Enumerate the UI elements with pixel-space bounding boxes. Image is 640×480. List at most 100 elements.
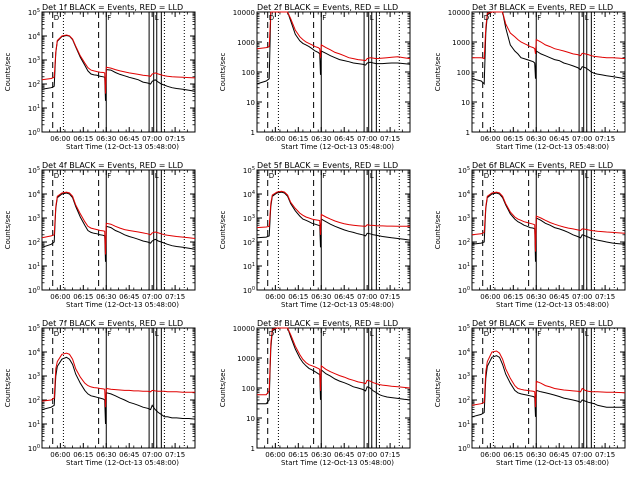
x-tick-label: 06:30 — [526, 135, 546, 143]
marker-label: F — [537, 14, 541, 22]
marker-label: D — [269, 172, 274, 180]
panel-title: Det 4f BLACK = Events, RED = LLD — [42, 161, 183, 170]
series-events-line — [257, 327, 411, 405]
series-lld-line — [472, 11, 626, 60]
panel-title: Det 3f BLACK = Events, RED = LLD — [472, 3, 613, 12]
x-axis-label: Start Time (12-Oct-13 05:48:00) — [281, 301, 394, 309]
x-tick-label: 07:15 — [595, 293, 615, 301]
x-tick-label: 07:00 — [572, 451, 592, 459]
x-tick-label: 07:15 — [380, 451, 400, 459]
marker-label: L — [370, 14, 374, 22]
x-tick-label: 06:00 — [480, 451, 500, 459]
y-tick-label: 104 — [243, 190, 255, 199]
series-events-line — [41, 34, 196, 101]
x-axis-label: Start Time (12-Oct-13 05:48:00) — [66, 301, 179, 309]
y-tick-label: 102 — [458, 238, 470, 247]
y-tick-label: 100 — [457, 69, 470, 77]
marker-label: D — [269, 330, 274, 338]
marker-label: L — [155, 330, 159, 338]
marker-label: F — [322, 14, 326, 22]
y-axis-label: Counts/sec — [219, 53, 227, 92]
marker-label: L — [370, 172, 374, 180]
x-tick-label: 06:00 — [50, 293, 70, 301]
y-tick-label: 101 — [28, 262, 40, 271]
y-tick-label: 10000 — [448, 9, 470, 17]
x-tick-label: 07:00 — [142, 135, 162, 143]
panel-title: Det 5f BLACK = Events, RED = LLD — [257, 161, 398, 170]
plot-frame — [471, 327, 626, 449]
y-tick-label: 101 — [28, 420, 40, 429]
y-tick-label: 104 — [28, 32, 40, 41]
y-tick-label: 1 — [251, 129, 255, 137]
panel-det-3f: 1 10 100 1000 10000 06:00 06:15 06:30 06:45 07:00… — [434, 3, 626, 151]
x-tick-label: 06:30 — [96, 135, 116, 143]
y-tick-label: 105 — [243, 166, 255, 175]
x-tick-label: 06:45 — [549, 451, 569, 459]
series-lld-line — [471, 350, 626, 408]
y-axis-label: Counts/sec — [219, 369, 227, 408]
y-tick-label: 1 — [251, 445, 255, 453]
marker-label: F — [322, 172, 326, 180]
series-events-line — [471, 11, 626, 86]
marker-label: D — [484, 14, 489, 22]
y-tick-label: 1 — [466, 129, 470, 137]
y-tick-label: 1000 — [237, 355, 255, 363]
x-tick-label: 07:00 — [142, 451, 162, 459]
x-tick-label: 07:15 — [165, 451, 185, 459]
y-tick-label: 100 — [243, 286, 255, 295]
marker-label: L — [370, 330, 374, 338]
y-tick-label: 10000 — [233, 325, 255, 333]
x-tick-label: 07:15 — [165, 293, 185, 301]
panel-title: Det 7f BLACK = Events, RED = LLD — [42, 319, 183, 328]
y-tick-label: 101 — [243, 262, 255, 271]
x-tick-label: 06:15 — [288, 293, 308, 301]
x-axis-label: Start Time (12-Oct-13 05:48:00) — [281, 459, 394, 467]
series-lld-line — [471, 191, 626, 252]
x-tick-label: 06:15 — [503, 293, 523, 301]
series-lld-line — [41, 191, 196, 255]
y-tick-label: 100 — [458, 286, 470, 295]
y-tick-label: 104 — [28, 348, 40, 357]
y-axis-label: Counts/sec — [434, 369, 442, 408]
x-tick-label: 06:30 — [96, 451, 116, 459]
y-axis-label: Counts/sec — [219, 211, 227, 250]
panel-title: Det 8f BLACK = Events, RED = LLD — [257, 319, 398, 328]
x-tick-label: 07:00 — [142, 293, 162, 301]
y-tick-label: 10 — [461, 99, 470, 107]
x-tick-label: 07:00 — [572, 135, 592, 143]
marker-label: F — [537, 330, 541, 338]
plot-frame — [256, 11, 411, 133]
plot-frame — [471, 11, 626, 133]
x-tick-label: 06:45 — [334, 135, 354, 143]
marker-label: F — [107, 14, 111, 22]
series-events-line — [256, 11, 411, 85]
y-tick-label: 105 — [28, 8, 40, 17]
x-tick-label: 06:15 — [503, 451, 523, 459]
x-tick-label: 06:00 — [265, 451, 285, 459]
x-tick-label: 06:45 — [119, 135, 139, 143]
plot-frame — [41, 327, 196, 449]
x-tick-label: 06:00 — [480, 135, 500, 143]
series-events-line — [471, 192, 626, 262]
series-events-line — [256, 191, 411, 248]
y-axis-label: Counts/sec — [434, 53, 442, 92]
marker-label: D — [269, 14, 274, 22]
marker-label: L — [155, 14, 159, 22]
series-lld-line — [41, 34, 196, 94]
x-tick-label: 06:30 — [526, 293, 546, 301]
y-tick-label: 103 — [28, 56, 40, 65]
x-axis-label: Start Time (12-Oct-13 05:48:00) — [496, 143, 609, 151]
y-tick-label: 102 — [28, 80, 40, 89]
y-tick-label: 102 — [243, 238, 255, 247]
panel-det-2f: 1 10 100 1000 10000 06:00 06:15 06:30 06:45 07:00… — [219, 3, 411, 151]
y-tick-label: 103 — [458, 372, 470, 381]
y-tick-label: 100 — [458, 444, 470, 453]
panel-title: Det 2f BLACK = Events, RED = LLD — [257, 3, 398, 12]
y-tick-label: 105 — [28, 324, 40, 333]
y-axis-label: Counts/sec — [4, 369, 12, 408]
x-tick-label: 06:45 — [334, 451, 354, 459]
